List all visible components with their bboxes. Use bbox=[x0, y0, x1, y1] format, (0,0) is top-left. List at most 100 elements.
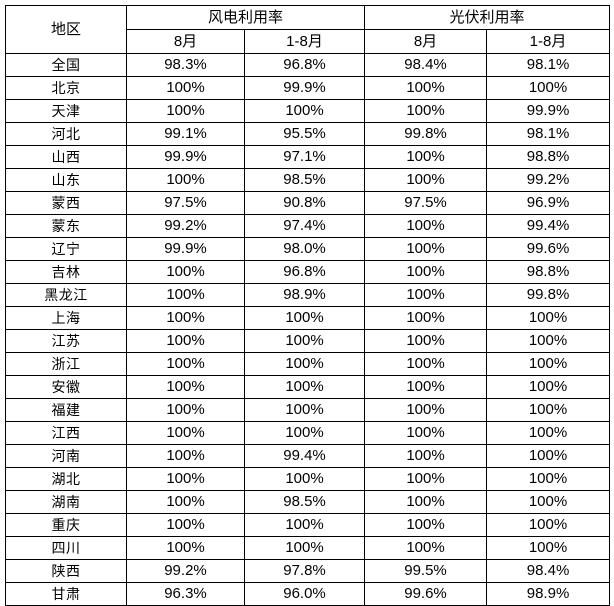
cell-wind-aug: 100% bbox=[126, 329, 245, 353]
cell-region: 陕西 bbox=[5, 559, 127, 583]
cell-solar-ytd: 98.8% bbox=[486, 145, 611, 169]
table-row: 天津 100% 100% 100% 99.9% bbox=[5, 99, 611, 123]
cell-region: 湖南 bbox=[5, 490, 127, 514]
cell-wind-ytd: 98.5% bbox=[243, 490, 366, 514]
cell-solar-aug: 100% bbox=[364, 168, 488, 192]
cell-solar-aug: 100% bbox=[364, 513, 488, 537]
cell-wind-aug: 96.3% bbox=[126, 582, 245, 606]
cell-solar-ytd: 99.8% bbox=[486, 283, 611, 307]
cell-solar-aug: 100% bbox=[364, 375, 488, 399]
table-row: 蒙东 99.2% 97.4% 100% 99.4% bbox=[5, 214, 611, 238]
cell-region: 浙江 bbox=[5, 352, 127, 376]
cell-wind-aug: 99.2% bbox=[126, 214, 245, 238]
cell-solar-ytd: 99.2% bbox=[486, 168, 611, 192]
utilization-rate-table: 地区 风电利用率 光伏利用率 8月 1-8月 8月 1-8月 全国 98.3% 96… bbox=[5, 5, 611, 606]
cell-solar-ytd: 100% bbox=[486, 398, 611, 422]
cell-wind-aug: 100% bbox=[126, 513, 245, 537]
column-header-solar-ytd: 1-8月 bbox=[486, 29, 611, 54]
column-group-header-wind: 风电利用率 bbox=[125, 5, 366, 30]
cell-wind-aug: 99.9% bbox=[126, 237, 245, 261]
cell-solar-aug: 100% bbox=[364, 329, 488, 353]
cell-wind-ytd: 100% bbox=[243, 421, 366, 445]
cell-solar-aug: 100% bbox=[364, 490, 488, 514]
column-header-wind-ytd: 1-8月 bbox=[243, 29, 366, 54]
cell-wind-ytd: 98.9% bbox=[243, 283, 366, 307]
table-row: 上海 100% 100% 100% 100% bbox=[5, 306, 611, 330]
cell-wind-ytd: 98.5% bbox=[243, 168, 366, 192]
cell-solar-aug: 100% bbox=[364, 260, 488, 284]
cell-solar-aug: 97.5% bbox=[364, 191, 488, 215]
table-row: 河北 99.1% 95.5% 99.8% 98.1% bbox=[5, 122, 611, 146]
table-row: 安徽 100% 100% 100% 100% bbox=[5, 375, 611, 399]
cell-wind-ytd: 99.9% bbox=[243, 76, 366, 100]
cell-region: 四川 bbox=[5, 536, 127, 560]
cell-wind-aug: 100% bbox=[126, 398, 245, 422]
cell-solar-ytd: 100% bbox=[486, 490, 611, 514]
cell-wind-ytd: 100% bbox=[243, 536, 366, 560]
table-row: 北京 100% 99.9% 100% 100% bbox=[5, 76, 611, 100]
table-body: 全国 98.3% 96.8% 98.4% 98.1% 北京 100% 99.9% 100% 100… bbox=[5, 53, 611, 606]
cell-wind-aug: 99.9% bbox=[126, 145, 245, 169]
cell-wind-ytd: 100% bbox=[243, 306, 366, 330]
cell-wind-aug: 99.2% bbox=[126, 559, 245, 583]
cell-wind-ytd: 90.8% bbox=[243, 191, 366, 215]
cell-solar-ytd: 100% bbox=[486, 352, 611, 376]
cell-solar-aug: 100% bbox=[364, 398, 488, 422]
cell-solar-ytd: 98.8% bbox=[486, 260, 611, 284]
cell-solar-aug: 100% bbox=[364, 237, 488, 261]
cell-wind-ytd: 97.8% bbox=[243, 559, 366, 583]
table-row: 蒙西 97.5% 90.8% 97.5% 96.9% bbox=[5, 191, 611, 215]
table-row: 四川 100% 100% 100% 100% bbox=[5, 536, 611, 560]
cell-region: 蒙东 bbox=[5, 214, 127, 238]
cell-wind-aug: 100% bbox=[126, 76, 245, 100]
cell-wind-aug: 97.5% bbox=[126, 191, 245, 215]
cell-solar-aug: 100% bbox=[364, 536, 488, 560]
cell-wind-ytd: 96.8% bbox=[243, 260, 366, 284]
table-row: 重庆 100% 100% 100% 100% bbox=[5, 513, 611, 537]
cell-wind-ytd: 100% bbox=[243, 398, 366, 422]
table-row: 江苏 100% 100% 100% 100% bbox=[5, 329, 611, 353]
table-row: 江西 100% 100% 100% 100% bbox=[5, 421, 611, 445]
cell-region: 山西 bbox=[5, 145, 127, 169]
cell-region: 福建 bbox=[5, 398, 127, 422]
cell-region: 辽宁 bbox=[5, 237, 127, 261]
cell-solar-aug: 99.5% bbox=[364, 559, 488, 583]
cell-solar-aug: 98.4% bbox=[364, 53, 488, 77]
cell-solar-ytd: 98.1% bbox=[486, 53, 611, 77]
cell-solar-aug: 99.6% bbox=[364, 582, 488, 606]
cell-wind-aug: 100% bbox=[126, 421, 245, 445]
cell-wind-aug: 100% bbox=[126, 352, 245, 376]
cell-region: 黑龙江 bbox=[5, 283, 127, 307]
table-row: 山东 100% 98.5% 100% 99.2% bbox=[5, 168, 611, 192]
cell-region: 湖北 bbox=[5, 467, 127, 491]
cell-wind-aug: 100% bbox=[126, 168, 245, 192]
cell-wind-aug: 100% bbox=[126, 375, 245, 399]
cell-solar-ytd: 100% bbox=[486, 421, 611, 445]
cell-region: 河北 bbox=[5, 122, 127, 146]
cell-wind-ytd: 98.0% bbox=[243, 237, 366, 261]
table-row: 陕西 99.2% 97.8% 99.5% 98.4% bbox=[5, 559, 611, 583]
cell-wind-aug: 100% bbox=[126, 260, 245, 284]
cell-wind-ytd: 100% bbox=[243, 352, 366, 376]
header-row-subheaders: 8月 1-8月 8月 1-8月 bbox=[6, 29, 611, 54]
cell-solar-ytd: 98.9% bbox=[486, 582, 611, 606]
table-row: 吉林 100% 96.8% 100% 98.8% bbox=[5, 260, 611, 284]
cell-solar-ytd: 99.6% bbox=[486, 237, 611, 261]
cell-solar-ytd: 96.9% bbox=[486, 191, 611, 215]
cell-solar-ytd: 100% bbox=[486, 513, 611, 537]
cell-region: 天津 bbox=[5, 99, 127, 123]
cell-wind-ytd: 100% bbox=[243, 99, 366, 123]
table-row: 全国 98.3% 96.8% 98.4% 98.1% bbox=[5, 53, 611, 77]
cell-wind-ytd: 97.1% bbox=[243, 145, 366, 169]
cell-solar-ytd: 100% bbox=[486, 444, 611, 468]
column-header-solar-aug: 8月 bbox=[364, 29, 488, 54]
cell-wind-ytd: 96.8% bbox=[243, 53, 366, 77]
table-row: 山西 99.9% 97.1% 100% 98.8% bbox=[5, 145, 611, 169]
cell-solar-ytd: 98.1% bbox=[486, 122, 611, 146]
cell-wind-ytd: 100% bbox=[243, 467, 366, 491]
cell-region: 江西 bbox=[5, 421, 127, 445]
cell-region: 安徽 bbox=[5, 375, 127, 399]
document-page: 地区 风电利用率 光伏利用率 8月 1-8月 8月 1-8月 全国 98.3% 96… bbox=[5, 5, 611, 606]
cell-solar-aug: 100% bbox=[364, 306, 488, 330]
cell-wind-aug: 100% bbox=[126, 99, 245, 123]
